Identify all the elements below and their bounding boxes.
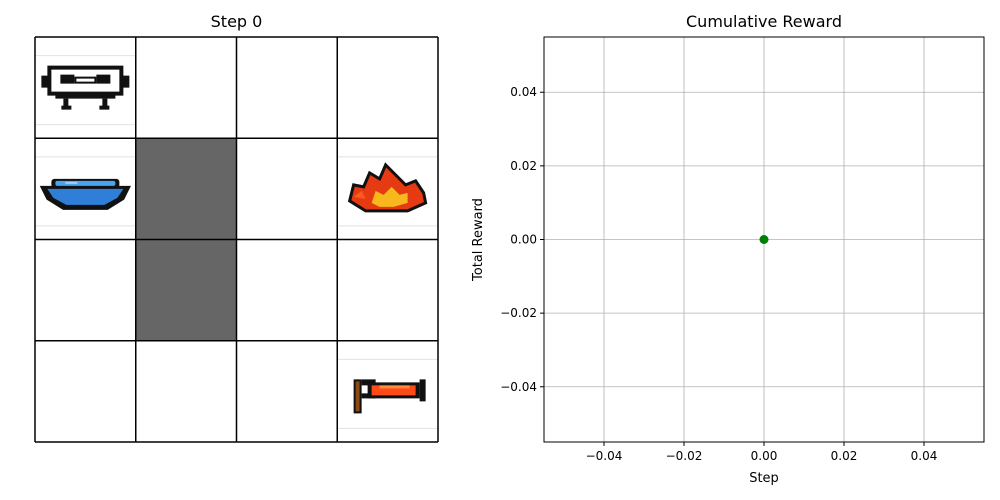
grid-cell-3-2 (236, 340, 338, 442)
grid-cell-2-0 (35, 239, 136, 341)
x-tick-label: −0.02 (666, 449, 703, 463)
grid-cell-1-2 (236, 138, 338, 240)
y-tick-label: 0.02 (510, 159, 537, 173)
water-bowl-icon (35, 156, 136, 227)
y-axis-label: Total Reward (471, 198, 486, 282)
grid-cell-0-2 (236, 37, 338, 139)
grid-cell-0-0 (35, 37, 136, 139)
y-tick-label: −0.02 (500, 306, 537, 320)
grid-cell-2-3 (337, 239, 438, 341)
grid-title: Step 0 (210, 12, 263, 31)
grid-cell-2-2 (236, 239, 338, 341)
chart-title: Cumulative Reward (686, 12, 842, 31)
grid-cell-1-3 (337, 138, 438, 240)
grid-cell-1-0 (35, 138, 136, 240)
grid-cell-0-1 (135, 37, 237, 139)
grid-lines (34, 36, 439, 443)
x-tick-label: 0.02 (831, 449, 858, 463)
x-tick-label: −0.04 (586, 449, 623, 463)
y-tick-label: 0.00 (510, 233, 537, 247)
grid-cell-1-1 (135, 138, 237, 240)
fire-icon (337, 156, 438, 227)
grid-cell-2-1 (135, 239, 237, 341)
x-axis-label: Step (749, 471, 779, 486)
grid-cell-3-1 (135, 340, 237, 442)
data-point (759, 235, 769, 244)
grid-cell-3-0 (35, 340, 136, 442)
grid-cell-3-3 (337, 340, 438, 442)
y-tick-label: 0.04 (510, 85, 537, 99)
chart-grid (544, 37, 984, 442)
y-tick-label: −0.04 (500, 380, 537, 394)
fire-extinguisher-icon (337, 358, 438, 429)
x-tick-label: 0.00 (751, 449, 778, 463)
robot-icon (35, 55, 136, 126)
x-tick-label: 0.04 (911, 449, 938, 463)
grid-cell-0-3 (337, 37, 438, 139)
